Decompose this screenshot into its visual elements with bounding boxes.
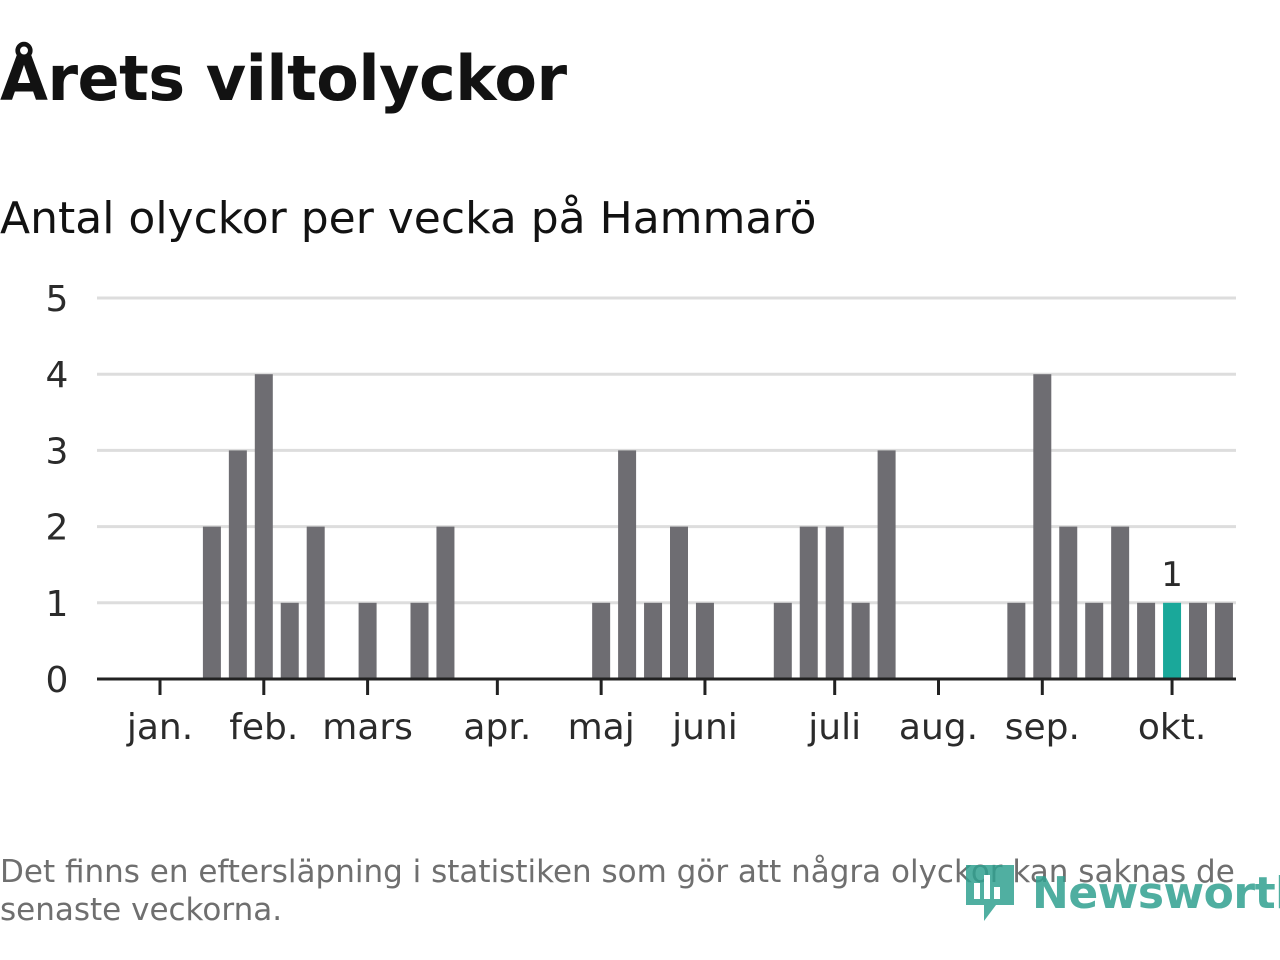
bar	[825, 526, 844, 679]
bar	[1059, 526, 1078, 679]
bar	[358, 602, 377, 679]
y-tick-label: 5	[46, 279, 69, 320]
y-tick-label: 3	[46, 431, 69, 472]
chart-title: Årets viltolyckor	[0, 42, 567, 115]
x-tick-label: sep.	[1005, 707, 1080, 748]
bar	[851, 602, 870, 679]
bar	[280, 602, 299, 679]
bar	[254, 374, 273, 679]
bar	[1033, 374, 1052, 679]
y-tick-label: 4	[46, 355, 69, 396]
bar	[1111, 526, 1130, 679]
bar	[1007, 602, 1026, 679]
x-tick-label: aug.	[899, 707, 978, 748]
x-tick-label: feb.	[229, 707, 298, 748]
bar	[1085, 602, 1104, 679]
bar	[1189, 602, 1207, 679]
newsworthy-logo-text: Newsworthy	[1032, 867, 1280, 919]
x-tick-label: okt.	[1138, 707, 1206, 748]
x-tick-label: mars	[322, 707, 413, 748]
chart-subtitle: Antal olyckor per vecka på Hammarö	[0, 193, 817, 244]
bar-highlight	[1163, 602, 1182, 679]
x-tick-label: juli	[807, 707, 861, 748]
bar	[799, 526, 818, 679]
x-tick-label: jan.	[126, 707, 193, 748]
bar	[202, 526, 221, 679]
bar	[1137, 602, 1156, 679]
y-tick-label: 1	[46, 584, 69, 625]
bar	[695, 602, 714, 679]
bar	[670, 526, 688, 679]
newsworthy-logo-icon	[966, 865, 1014, 921]
bar	[410, 602, 429, 679]
x-tick-label: apr.	[463, 707, 531, 748]
bar-chart: 0 1 2 3 4 5 1 jan. feb. mars apr. maj juni juli aug. se…	[46, 279, 1236, 748]
newsworthy-logo: Newsworthy	[962, 858, 1280, 928]
bar	[592, 602, 611, 679]
bar	[877, 450, 896, 679]
y-tick-label: 2	[46, 508, 69, 549]
highlight-value-label: 1	[1161, 555, 1183, 595]
bar	[306, 526, 325, 679]
x-tick-label: juni	[671, 707, 738, 748]
footnote: Det finns en eftersläpning i statistiken…	[0, 854, 1235, 928]
bar	[644, 602, 663, 679]
bar	[228, 450, 247, 679]
bar	[436, 526, 455, 679]
x-tick-label: maj	[568, 707, 635, 748]
y-tick-label: 0	[46, 660, 69, 701]
bar	[1214, 602, 1233, 679]
bar	[618, 450, 637, 679]
bar	[773, 602, 792, 679]
